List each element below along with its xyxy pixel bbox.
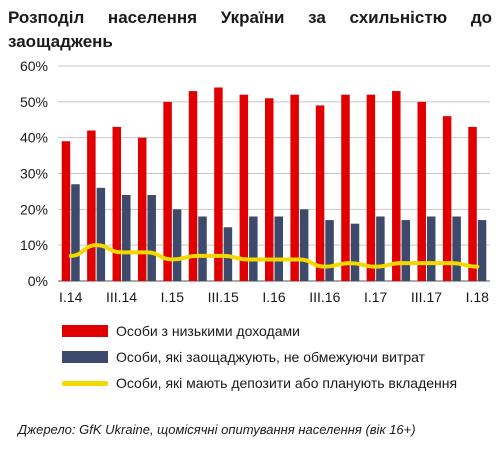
bar-low-income [188, 91, 198, 281]
bar-low-income [315, 105, 325, 282]
legend-label: Особи, які мають депозити або планують в… [116, 375, 458, 391]
bar-savers [426, 216, 436, 281]
bar-low-income [417, 101, 426, 281]
legend-label: Особи, які заощаджують, не обмежуючи вит… [116, 349, 426, 365]
bar-low-income [392, 91, 401, 281]
bar-savers [325, 220, 334, 281]
bar-low-income [265, 98, 274, 281]
y-tick-label: 40% [20, 130, 48, 146]
x-tick-label: I.17 [364, 289, 388, 305]
bar-low-income [87, 130, 96, 281]
bar-savers [452, 216, 461, 281]
bar-low-income [239, 94, 249, 282]
bar-savers [96, 187, 106, 281]
y-tick-label: 50% [20, 94, 48, 110]
x-tick-label: III.17 [411, 289, 442, 305]
bar-savers [299, 209, 309, 281]
x-tick-label: I.16 [262, 289, 286, 305]
bar-savers [274, 216, 283, 281]
y-tick-label: 60% [20, 58, 48, 74]
bar-savers [122, 195, 131, 281]
bar-savers [376, 216, 385, 281]
y-tick-label: 0% [28, 273, 48, 289]
bar-low-income [163, 101, 172, 281]
x-tick-label: I.15 [161, 289, 185, 305]
x-tick-label: I.14 [59, 289, 83, 305]
bar-low-income [137, 137, 147, 281]
bar-savers [223, 227, 233, 281]
y-tick-label: 30% [20, 166, 48, 182]
bar-low-income [61, 141, 71, 281]
legend-item-deposits: Особи, які мають депозити або планують в… [62, 370, 457, 396]
x-tick-label: III.15 [208, 289, 239, 305]
bar-savers [477, 220, 487, 281]
y-tick-label: 10% [20, 237, 48, 253]
chart-legend: Особи з низькими доходами Особи, які зао… [62, 318, 457, 396]
x-tick-label: I.18 [466, 289, 490, 305]
legend-label: Особи з низькими доходами [116, 323, 300, 339]
legend-item-low-income: Особи з низькими доходами [62, 318, 457, 344]
bar-savers [401, 220, 411, 281]
bar-savers [198, 216, 207, 281]
legend-swatch-red [62, 325, 108, 337]
source-note: Джерело: GfK Ukraine, щомісячні опитуван… [18, 422, 416, 437]
bar-low-income [341, 94, 350, 282]
bar-savers [147, 195, 156, 281]
legend-swatch-navy [62, 351, 108, 363]
bar-savers [172, 209, 182, 281]
x-tick-label: III.14 [106, 289, 137, 305]
x-tick-label: III.16 [309, 289, 340, 305]
bar-low-income [442, 116, 452, 282]
y-tick-label: 20% [20, 201, 48, 217]
bar-low-income [468, 126, 477, 282]
legend-item-savers: Особи, які заощаджують, не обмежуючи вит… [62, 344, 457, 370]
legend-swatch-yellow-line [62, 380, 108, 386]
bar-low-income [366, 94, 376, 282]
bar-low-income [214, 87, 223, 281]
bar-savers [350, 223, 360, 281]
bar-savers [249, 216, 258, 281]
bar-low-income [112, 126, 122, 282]
line-deposits [68, 243, 480, 269]
bar-savers [71, 184, 80, 281]
chart-title: Розподіл населення України за схильністю… [8, 8, 492, 51]
bar-low-income [290, 94, 299, 282]
bar-line-chart: 0% 10% 20% 30% 40% 50% 60% I.14 III.14 I.15 III.15… [20, 58, 490, 305]
